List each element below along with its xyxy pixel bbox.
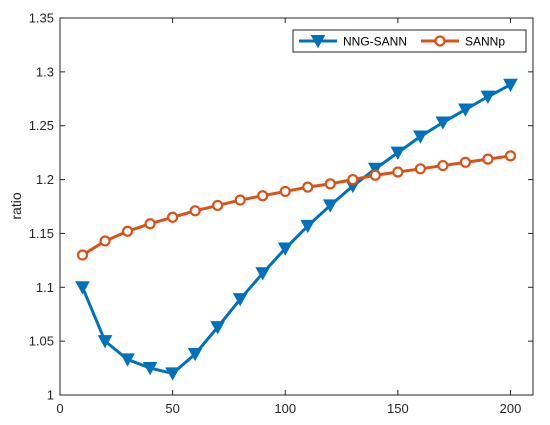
data-point xyxy=(390,146,406,160)
data-point xyxy=(187,348,203,362)
data-point xyxy=(121,225,134,237)
x-axis: 0 50 100 150 200 xyxy=(56,18,521,416)
y-tick-label: 1.25 xyxy=(29,118,54,133)
data-point xyxy=(277,242,293,256)
data-point xyxy=(437,159,449,172)
data-point xyxy=(300,219,316,234)
y-tick-label: 1.15 xyxy=(29,226,54,241)
data-point xyxy=(75,281,90,295)
data-point xyxy=(120,353,135,367)
plot-area-frame xyxy=(59,17,534,396)
data-point xyxy=(392,166,404,178)
x-tick-label: 150 xyxy=(387,401,409,416)
data-point xyxy=(347,173,359,186)
y-axis-label: ratio xyxy=(8,192,24,219)
data-point xyxy=(189,205,201,217)
data-point xyxy=(302,181,314,193)
data-point xyxy=(144,218,156,230)
series-nng-sann xyxy=(75,78,518,381)
x-tick-label: 100 xyxy=(274,401,296,416)
data-point xyxy=(212,199,224,212)
data-point xyxy=(279,185,291,198)
legend-swatch-marker xyxy=(434,35,446,47)
legend-box xyxy=(292,29,527,53)
data-point xyxy=(165,367,180,381)
data-point xyxy=(504,150,517,162)
data-point xyxy=(480,90,496,104)
data-point xyxy=(232,293,248,307)
legend-entry: SANNp xyxy=(421,35,505,49)
data-point xyxy=(322,199,338,213)
data-point xyxy=(257,190,269,202)
data-point xyxy=(167,211,179,223)
data-point xyxy=(97,335,113,349)
y-tick-label: 1.1 xyxy=(36,280,54,295)
data-point xyxy=(369,169,381,181)
data-point xyxy=(255,267,271,281)
data-point xyxy=(210,321,226,335)
data-point xyxy=(414,163,426,175)
legend: NNG-SANN SANNp xyxy=(292,29,527,53)
y-tick-label: 1.05 xyxy=(29,334,54,349)
data-point xyxy=(99,235,111,247)
data-point xyxy=(435,116,451,130)
legend-swatch-marker xyxy=(310,34,326,49)
y-tick-label: 1 xyxy=(47,388,54,403)
data-point xyxy=(413,130,428,144)
x-tick-label: 200 xyxy=(500,401,522,416)
x-tick-label: 50 xyxy=(165,401,179,416)
data-point xyxy=(76,249,89,261)
data-point xyxy=(234,194,246,206)
data-point xyxy=(142,362,158,376)
data-point xyxy=(367,162,383,177)
x-tick-label: 0 xyxy=(56,401,63,416)
y-axis: 1 1.05 1.1 1.15 1.2 1.25 1.3 1.35 xyxy=(29,11,533,403)
data-point xyxy=(503,78,518,92)
series-layer xyxy=(75,78,518,381)
data-point xyxy=(459,156,472,168)
data-point xyxy=(324,178,336,190)
data-point xyxy=(458,103,473,117)
y-tick-label: 1.2 xyxy=(36,172,54,187)
series-line xyxy=(81,83,512,375)
data-point xyxy=(482,153,494,165)
legend-entry: NNG-SANN xyxy=(299,35,407,49)
legend-label: NNG-SANN xyxy=(343,35,407,49)
y-tick-label: 1.3 xyxy=(36,64,54,79)
series-sannp xyxy=(76,150,517,261)
y-tick-label: 1.35 xyxy=(29,11,54,26)
legend-label: SANNp xyxy=(465,35,505,49)
